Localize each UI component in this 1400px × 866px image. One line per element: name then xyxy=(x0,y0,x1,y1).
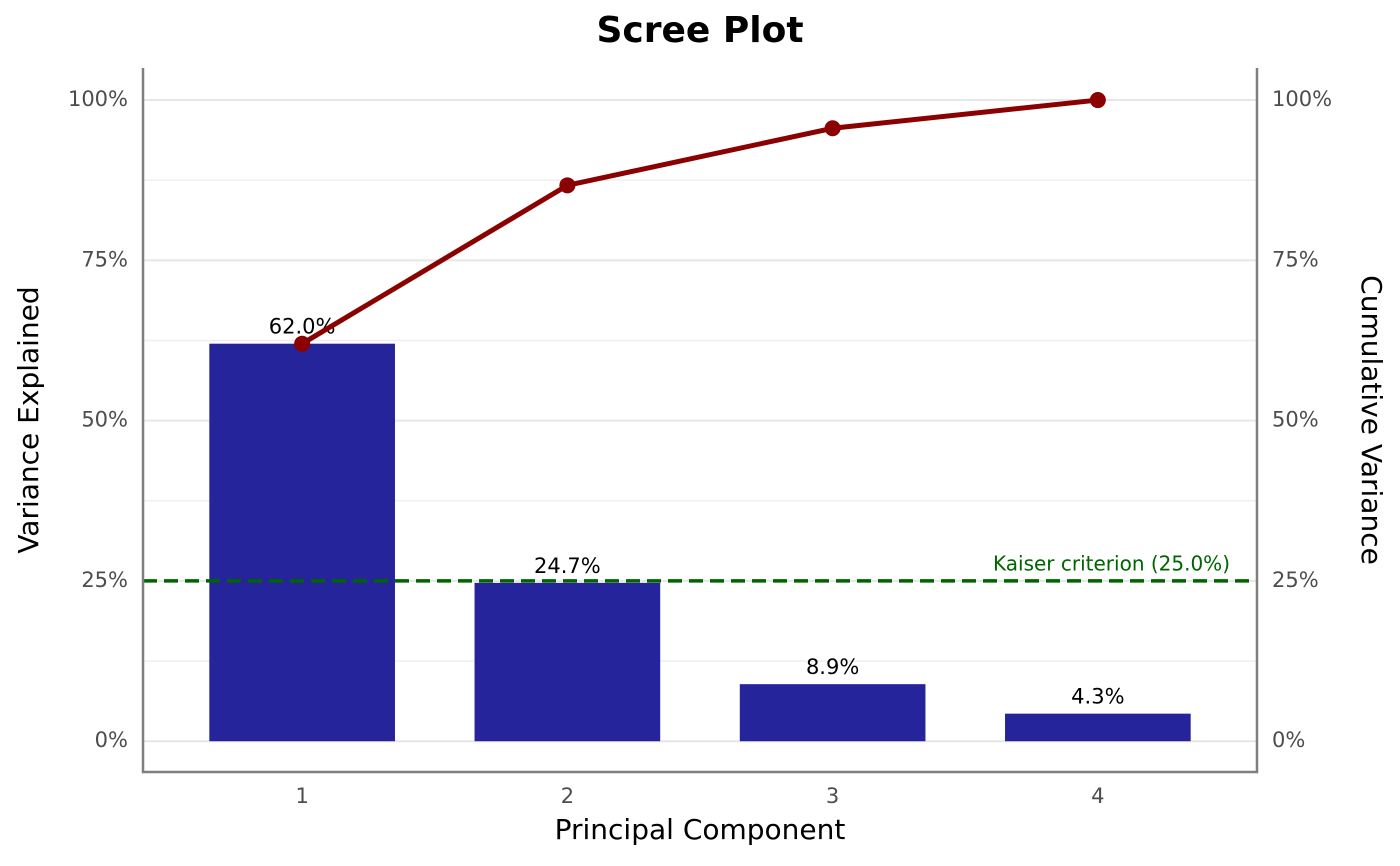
point xyxy=(559,177,576,194)
bar xyxy=(1005,713,1191,742)
point xyxy=(294,335,311,352)
chart-title: Scree Plot xyxy=(596,10,803,51)
bar xyxy=(739,684,926,742)
y-tick-label: 100% xyxy=(68,87,128,111)
y2-axis-title: Cumulative Variance xyxy=(1355,275,1388,565)
y-tick-label: 25% xyxy=(81,568,128,592)
data-label: 24.7% xyxy=(534,554,601,578)
y-tick-label: 75% xyxy=(81,247,128,271)
y-axis-title: Variance Explained xyxy=(12,286,45,553)
data-label: 4.3% xyxy=(1071,685,1124,709)
y2-tick-label: 25% xyxy=(1272,568,1319,592)
x-tick-label: 1 xyxy=(295,784,308,808)
point xyxy=(1089,92,1106,109)
y2-tick-label: 0% xyxy=(1272,728,1305,752)
point xyxy=(824,120,841,137)
reference-label: Kaiser criterion (25.0%) xyxy=(993,551,1230,575)
y-tick-label: 50% xyxy=(81,408,128,432)
y2-tick-label: 50% xyxy=(1272,408,1319,432)
bar xyxy=(209,343,395,742)
line xyxy=(300,97,1099,346)
x-tick-label: 3 xyxy=(826,784,839,808)
y2-tick-label: 100% xyxy=(1272,87,1332,111)
x-tick-label: 2 xyxy=(561,784,574,808)
x-tick-label: 4 xyxy=(1091,784,1104,808)
axis-frame xyxy=(141,68,1259,774)
data-label: 8.9% xyxy=(806,655,859,679)
y-tick-label: 0% xyxy=(95,728,128,752)
x-axis-title: Principal Component xyxy=(555,813,846,846)
bar xyxy=(474,582,661,742)
data-label: 62.0% xyxy=(269,315,336,339)
y2-tick-label: 75% xyxy=(1272,247,1319,271)
